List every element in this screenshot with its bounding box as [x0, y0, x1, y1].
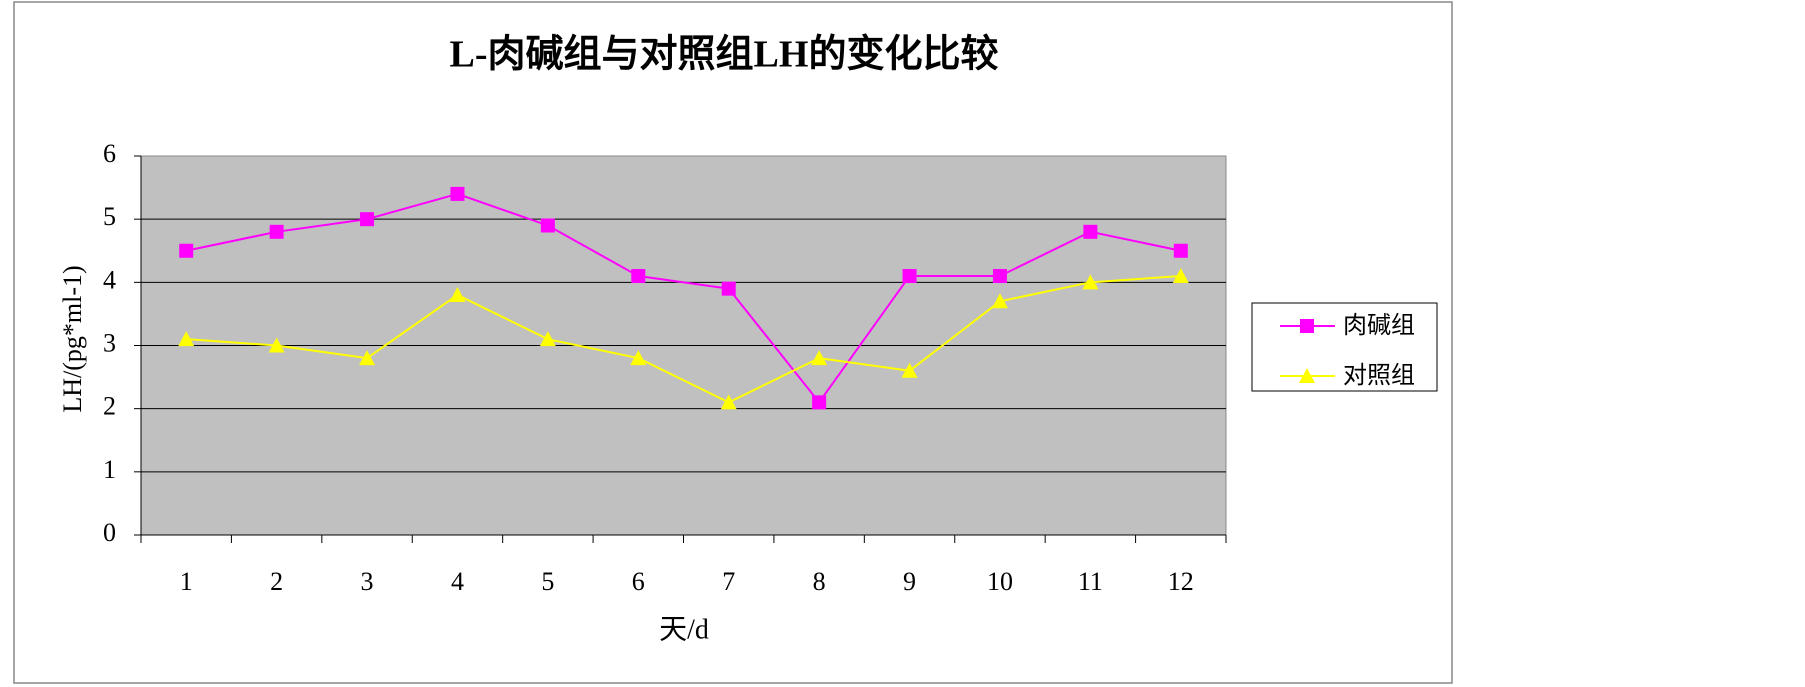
point: [540, 218, 555, 233]
point: [720, 394, 737, 410]
point: [991, 293, 1008, 309]
point: [630, 350, 647, 366]
y-tick-label: 4: [103, 265, 116, 294]
y-axis-title: LH/(pg*ml-1): [58, 265, 87, 412]
point: [539, 331, 556, 347]
y-tick-label: 2: [103, 392, 116, 421]
x-tick-label: 5: [541, 567, 554, 596]
point: [179, 243, 194, 258]
point: [1082, 274, 1099, 290]
x-tick-label: 3: [361, 567, 374, 596]
x-tick-label: 9: [903, 567, 916, 596]
chart-title: L-肉碱组与对照组LH的变化比较: [450, 34, 999, 76]
x-tick-label: 11: [1078, 567, 1103, 596]
legend-marker: [1299, 368, 1315, 383]
series-line: [186, 275, 1181, 404]
y-tick-label: 3: [103, 328, 116, 357]
point: [1172, 268, 1189, 284]
y-tick-label: 6: [103, 139, 116, 168]
point: [449, 286, 466, 302]
point: [269, 224, 284, 239]
x-tick-label: 10: [987, 567, 1013, 596]
point: [268, 337, 285, 353]
point: [1173, 243, 1188, 258]
point: [450, 186, 465, 201]
legend-label: 对照组: [1343, 361, 1415, 389]
point: [721, 281, 736, 296]
legend-label: 肉碱组: [1343, 311, 1415, 339]
y-tick-label: 5: [103, 202, 116, 231]
x-tick-label: 12: [1168, 567, 1194, 596]
x-tick-label: 4: [451, 567, 464, 596]
point: [631, 269, 646, 284]
legend-marker: [1300, 319, 1314, 333]
x-axis-title: 天/d: [659, 614, 709, 645]
point: [1083, 224, 1098, 239]
point: [360, 212, 375, 227]
x-tick-label: 2: [270, 567, 283, 596]
y-tick-label: 1: [103, 455, 116, 484]
point: [359, 350, 376, 366]
x-tick-label: 7: [722, 567, 735, 596]
point: [992, 269, 1007, 284]
x-tick-label: 8: [813, 567, 826, 596]
x-tick-label: 1: [180, 567, 193, 596]
x-tick-label: 6: [632, 567, 645, 596]
y-tick-label: 0: [103, 518, 116, 547]
point: [902, 269, 917, 284]
point: [901, 362, 918, 378]
series-line: [186, 192, 1181, 405]
point: [812, 395, 827, 410]
point: [811, 350, 828, 366]
point: [178, 331, 195, 347]
